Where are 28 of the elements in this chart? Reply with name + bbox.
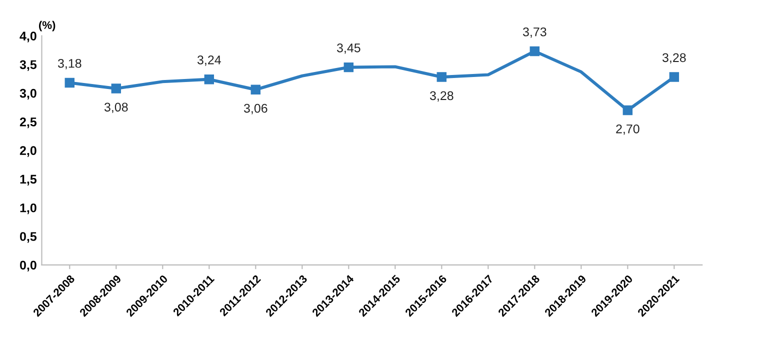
y-axis-title: (%) bbox=[38, 20, 56, 32]
y-tick-label: 0,5 bbox=[20, 232, 37, 243]
y-tick-label: 3,5 bbox=[20, 60, 37, 71]
point bbox=[344, 62, 354, 72]
data-label: 3,45 bbox=[336, 43, 360, 54]
y-tick-label: 2,0 bbox=[20, 146, 36, 157]
y-tick-label: 0,0 bbox=[20, 260, 36, 272]
point bbox=[436, 72, 447, 82]
data-label: 3,73 bbox=[522, 27, 546, 38]
data-label: 3,18 bbox=[58, 58, 82, 70]
y-tick-label: 4,0 bbox=[20, 32, 36, 42]
point bbox=[64, 78, 75, 88]
point bbox=[111, 84, 122, 94]
data-label: 3,06 bbox=[244, 104, 268, 114]
data-label: 3,24 bbox=[197, 56, 221, 66]
data-label: 2,70 bbox=[616, 124, 640, 135]
data-label: 3,08 bbox=[104, 102, 128, 114]
point bbox=[250, 84, 261, 95]
point bbox=[204, 74, 214, 84]
y-tick-label: 2,5 bbox=[20, 118, 37, 128]
data-label: 3,28 bbox=[430, 91, 454, 102]
point bbox=[530, 46, 540, 56]
y-tick-label: 1,0 bbox=[20, 203, 36, 214]
point bbox=[622, 105, 633, 116]
data-label: 3,28 bbox=[662, 53, 686, 64]
point bbox=[669, 72, 680, 82]
y-tick-label: 1,5 bbox=[20, 174, 37, 186]
y-tick-label: 3,0 bbox=[20, 88, 36, 100]
